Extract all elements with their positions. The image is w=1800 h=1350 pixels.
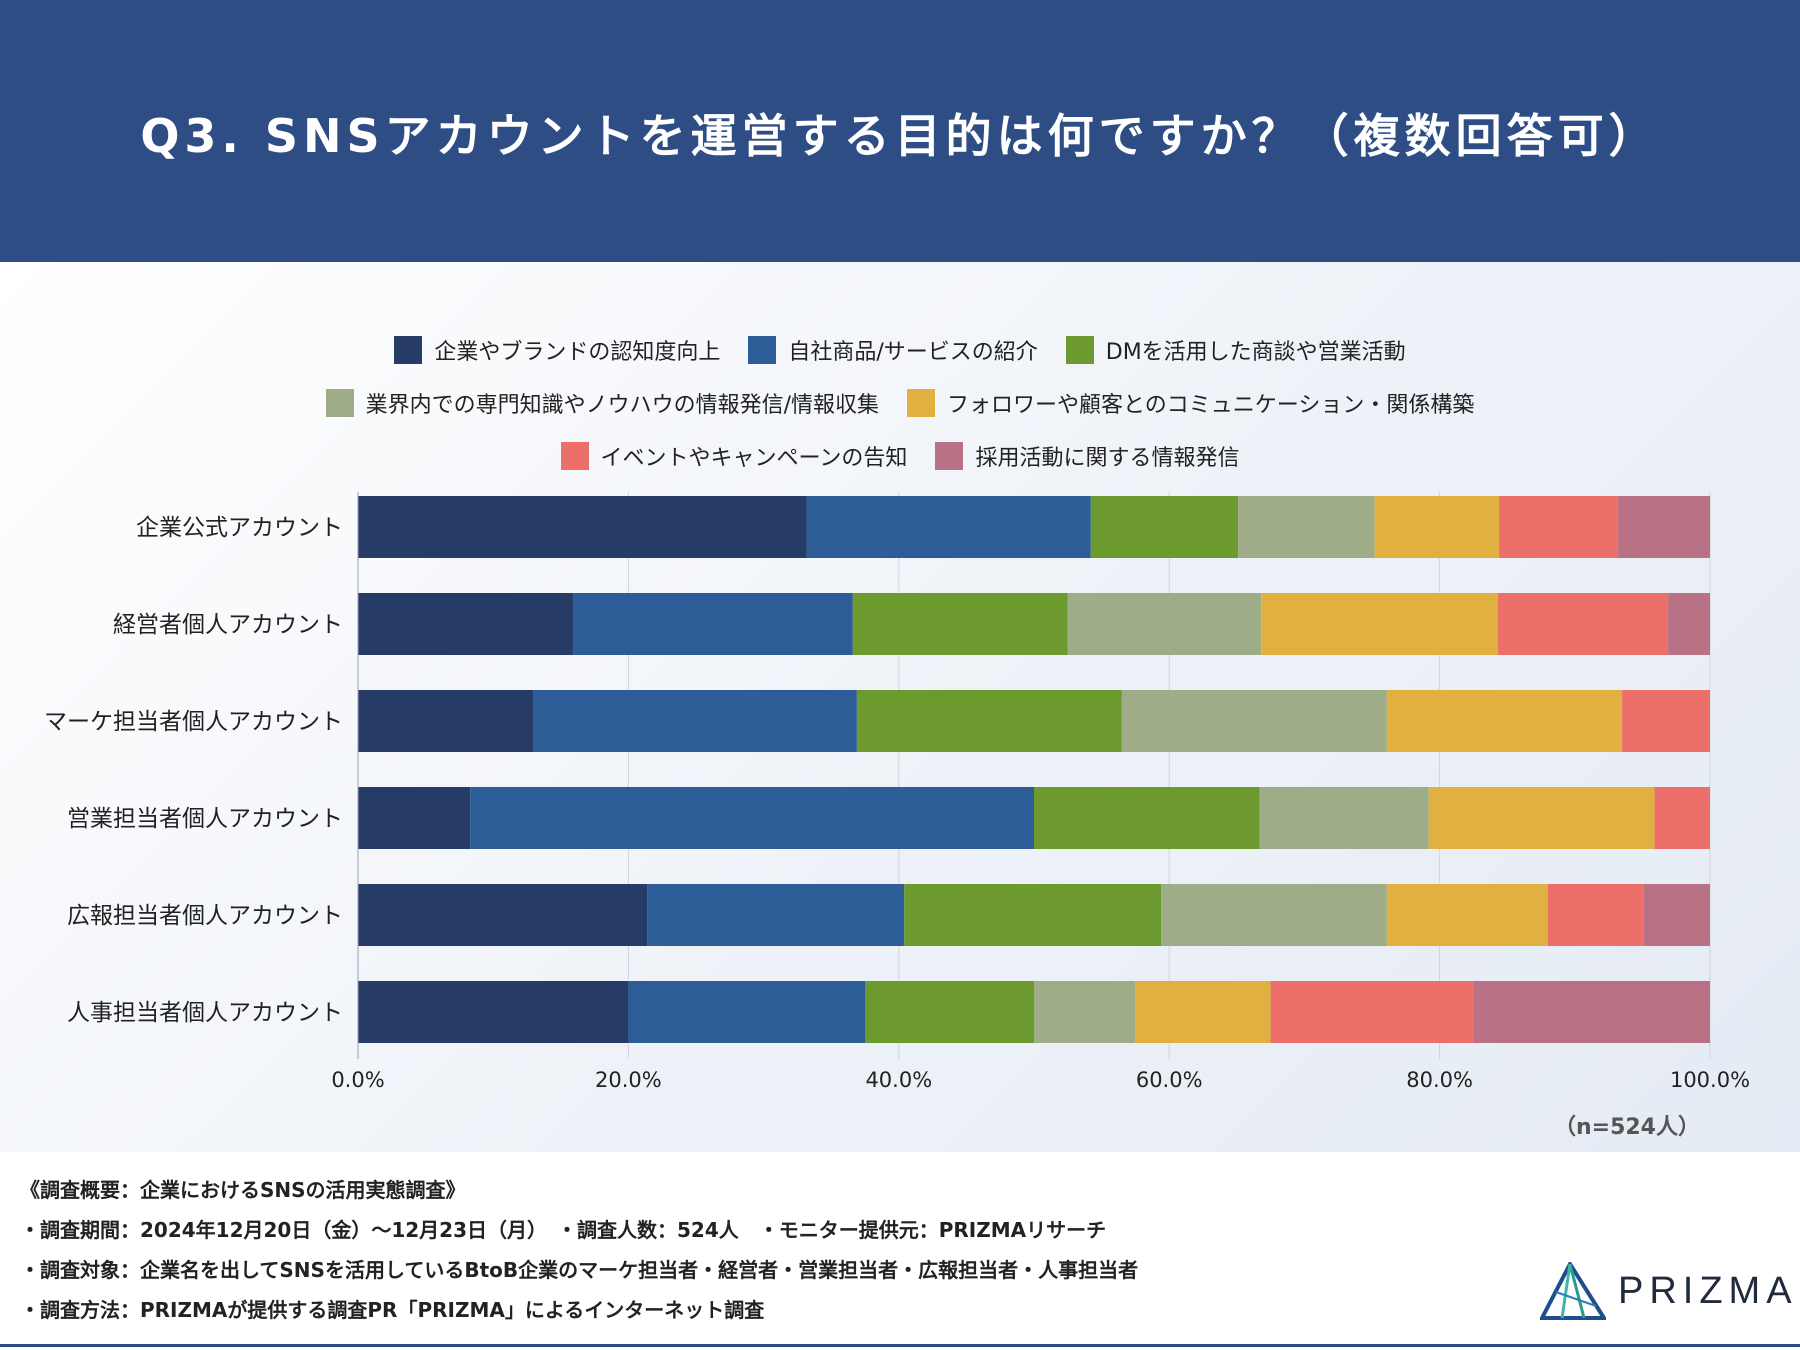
legend-row-2: 業界内での専門知識やノウハウの情報発信/情報収集 フォロワーや顧客とのコミュニケ… (0, 387, 1800, 419)
legend-label: フォロワーや顧客とのコミュニケーション・関係構築 (947, 393, 1475, 418)
bar-segment (628, 981, 865, 1043)
bar-segment (470, 787, 1034, 849)
bar-segment (572, 593, 853, 655)
bar-segment (1386, 690, 1623, 752)
legend-item: 採用活動に関する情報発信 (935, 440, 1239, 472)
sample-size-note: （n=524人） (1554, 1115, 1700, 1140)
legend-swatch (935, 442, 964, 470)
category-label: 企業公式アカウント (136, 515, 343, 541)
legend-item: 企業やブランドの認知度向上 (394, 334, 720, 366)
x-tick-label: 0.0% (331, 1068, 384, 1092)
legend-row-3: イベントやキャンペーンの告知 採用活動に関する情報発信 (0, 440, 1800, 472)
stacked-bar-chart: 企業公式アカウント経営者個人アカウントマーケ担当者個人アカウント営業担当者個人ア… (44, 492, 1750, 1140)
bar-segment (647, 884, 905, 946)
category-label: 広報担当者個人アカウント (67, 903, 343, 929)
legend-label: DMを活用した商談や営業活動 (1105, 340, 1406, 365)
legend-item: 業界内での専門知識やノウハウの情報発信/情報収集 (325, 387, 880, 419)
survey-summary-title: 《調査概要：企業におけるSNSの活用実態調査》 (20, 1178, 466, 1202)
legend-row-1: 企業やブランドの認知度向上 自社商品/サービスの紹介 DMを活用した商談や営業活… (0, 334, 1800, 366)
bar-segment (1386, 884, 1548, 946)
legend-swatch (748, 336, 777, 364)
x-tick-label: 40.0% (865, 1068, 932, 1092)
prizma-logo: PRIZMA (1540, 1262, 1798, 1320)
legend-swatch (560, 442, 589, 470)
bar-segment (533, 690, 857, 752)
bar-segment (1090, 496, 1239, 558)
legend-label: 業界内での専門知識やノウハウの情報発信/情報収集 (365, 393, 880, 418)
category-label: 人事担当者個人アカウント (67, 1000, 343, 1026)
legend-swatch (1065, 336, 1094, 364)
bar-segment (1654, 787, 1710, 849)
bar-segment (358, 884, 648, 946)
bar-segment (856, 690, 1122, 752)
legend-item: DMを活用した商談や営業活動 (1065, 334, 1406, 366)
survey-method: ・調査方法：PRIZMAが提供する調査PR「PRIZMA」によるインターネット調… (20, 1298, 765, 1322)
x-tick-label: 100.0% (1670, 1068, 1750, 1092)
bar-segment (1121, 690, 1387, 752)
survey-target: ・調査対象：企業名を出してSNSを活用しているBtoB企業のマーケ担当者・経営者… (20, 1258, 1139, 1282)
bar-segment (1270, 981, 1474, 1043)
legend-label: 企業やブランドの認知度向上 (434, 340, 721, 365)
bar-segment (1238, 496, 1375, 558)
bar-segment (358, 981, 629, 1043)
legend-swatch (325, 389, 354, 417)
prism-triangle-icon (1540, 1262, 1606, 1320)
bar-segment (904, 884, 1162, 946)
bar-segment (1261, 593, 1498, 655)
bar-segment (1374, 496, 1500, 558)
bar-segment (1473, 981, 1710, 1043)
logo-text: PRIZMA (1618, 1269, 1798, 1312)
bar-segment (1067, 593, 1262, 655)
bar-segment (358, 690, 534, 752)
category-label: 経営者個人アカウント (113, 612, 343, 638)
survey-period: ・調査期間：2024年12月20日（金）〜12月23日（月） ・調査人数：524… (20, 1218, 1107, 1242)
bar-segment (1497, 593, 1669, 655)
legend-item: フォロワーや顧客とのコミュニケーション・関係構築 (907, 387, 1474, 419)
bar-segment (1428, 787, 1655, 849)
legend-label: イベントやキャンペーンの告知 (600, 446, 908, 471)
bar-segment (1547, 884, 1644, 946)
bar-segment (358, 496, 807, 558)
bar-segment (1499, 496, 1619, 558)
bar-segment (1034, 981, 1136, 1043)
x-tick-label: 20.0% (595, 1068, 662, 1092)
bar-segment (358, 787, 471, 849)
bar-segment (865, 981, 1034, 1043)
header-banner: Q3. SNSアカウントを運営する目的は何ですか？（複数回答可） (0, 0, 1800, 262)
category-label: マーケ担当者個人アカウント (44, 709, 343, 735)
bar-segment (1135, 981, 1271, 1043)
bar-segment (1643, 884, 1710, 946)
bar-segment (806, 496, 1091, 558)
legend-swatch (907, 389, 936, 417)
chart-area: 企業やブランドの認知度向上 自社商品/サービスの紹介 DMを活用した商談や営業活… (0, 262, 1800, 1152)
bar-segment (1161, 884, 1387, 946)
bar-segment (1668, 593, 1710, 655)
bar-segment (1622, 690, 1710, 752)
legend-label: 自社商品/サービスの紹介 (788, 340, 1038, 365)
x-tick-label: 60.0% (1136, 1068, 1203, 1092)
legend-item: 自社商品/サービスの紹介 (748, 334, 1038, 366)
category-label: 営業担当者個人アカウント (67, 806, 343, 832)
page-title: Q3. SNSアカウントを運営する目的は何ですか？（複数回答可） (140, 109, 1660, 163)
bar-segment (852, 593, 1068, 655)
legend-label: 採用活動に関する情報発信 (975, 446, 1240, 471)
bar-segment (1034, 787, 1260, 849)
x-tick-label: 80.0% (1406, 1068, 1473, 1092)
footer: 《調査概要：企業におけるSNSの活用実態調査》 ・調査期間：2024年12月20… (0, 1152, 1800, 1350)
bottom-rule (0, 1344, 1800, 1347)
bar-segment (1259, 787, 1429, 849)
bar-segment (1618, 496, 1710, 558)
legend-swatch (394, 336, 423, 364)
legend-item: イベントやキャンペーンの告知 (560, 440, 908, 472)
bar-segment (358, 593, 573, 655)
